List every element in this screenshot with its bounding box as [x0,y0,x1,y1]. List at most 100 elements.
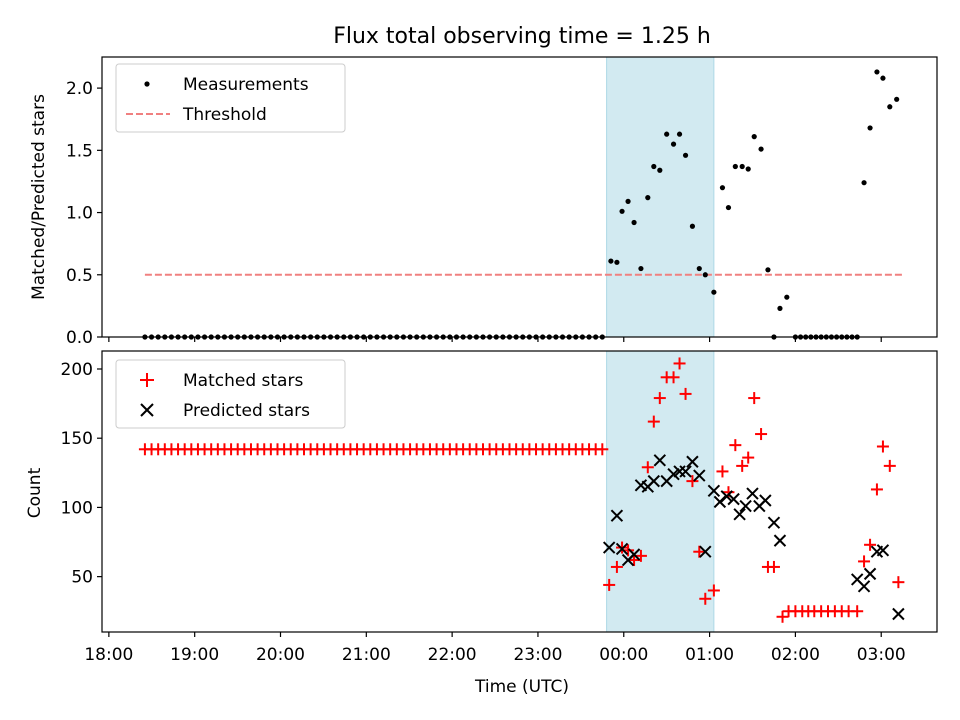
matched-star-point-96 [776,610,789,623]
measurement-point-115 [887,104,893,110]
predicted-star-point-14 [693,469,706,482]
predicted-star-mark-10-b [667,467,680,481]
x-tick-label-8: 02:00 [771,645,820,665]
predicted-star-point-4 [627,548,641,561]
predicted-star-mark-25-b [767,516,781,529]
x-tick-label-6: 00:00 [599,645,648,665]
x-tick-label-5: 23:00 [513,645,562,665]
chart-title: Flux total observing time = 1.25 h [333,24,711,49]
measurement-point-111 [861,180,867,186]
predicted-star-point-0 [602,541,616,554]
bottom-legend: Matched stars Predicted stars [115,359,346,429]
predicted-star-mark-21-b [739,499,752,513]
legend-matched-marker [140,373,154,387]
x-tick-label-3: 21:00 [342,645,391,665]
predicted-star-mark-2-b [615,542,629,556]
measurement-point-112 [867,125,873,131]
predicted-star-point-20 [733,508,746,521]
predicted-star-mark-31-b [876,544,890,557]
predicted-star-point-32 [892,607,905,621]
predicted-star-point-19 [727,492,740,506]
matched-star-point-113 [892,576,905,589]
measurement-point-74 [631,219,637,226]
legend-measurements-label: Measurements [183,75,309,95]
predicted-star-mark-27-b [850,573,864,586]
predicted-star-point-8 [653,454,667,467]
measurement-point-86 [711,289,717,295]
matched-star-point-95 [767,560,780,573]
matched-star-point-75 [634,549,647,562]
legend-measurements-marker [144,81,150,87]
bottom-panel: 50 100 150 200 18:00 19:00 20:00 21:00 22:00 23:0… [61,350,938,665]
predicted-star-mark-12-b [679,465,692,478]
top-y-tick-label-1: 0.5 [66,266,93,286]
predicted-star-point-2 [615,542,629,556]
measurement-point-79 [664,131,670,137]
top-panel: 0.0 0.5 1.0 1.5 2.0 [66,56,938,348]
matched-star-point-74 [628,554,641,567]
bottom-axes-frame [101,350,938,633]
predicted-star-point-13 [686,455,699,468]
matched-star-point-86 [707,584,720,597]
top-y-tick-label-0: 0.0 [66,328,93,348]
predicted-star-point-31 [876,544,890,557]
matched-star-point-108 [858,555,871,568]
predicted-star-mark-32-b [892,607,905,621]
measurement-point-84 [696,265,702,272]
top-y-axis-label: Matched/Predicted stars [29,94,49,300]
measurement-point-77 [651,163,657,170]
matched-star-point-70 [603,578,616,591]
predicted-star-mark-26-b [773,534,787,547]
predicted-star-mark-22-b [746,487,759,500]
predicted-star-mark-4-b [627,548,641,561]
predicted-star-point-12 [679,465,692,478]
matched-star-point-84 [693,545,706,558]
predicted-star-point-10 [667,467,680,481]
x-tick-label-2: 20:00 [256,645,305,665]
measurement-point-93 [758,146,764,152]
matched-star-point-111 [876,440,889,453]
top-observing-span [606,56,715,338]
top-legend: Measurements Threshold [115,63,346,133]
predicted-star-point-25 [767,516,781,529]
predicted-star-mark-16-b [707,484,721,498]
measurement-point-116 [894,96,900,102]
top-legend-box [115,63,346,133]
matched-star-point-107 [851,605,864,618]
predicted-star-mark-1-b [610,509,624,522]
x-tick-label-4: 22:00 [428,645,477,665]
x-tick-label-0: 18:00 [84,645,133,665]
measurement-point-92 [751,134,757,140]
measurement-point-113 [874,69,880,75]
measurement-point-80 [670,141,677,147]
predicted-star-point-24 [759,494,772,507]
matched-star-point-77 [647,415,660,428]
matched-star-point-71 [610,560,623,573]
measurement-point-96 [777,305,783,311]
predicted-star-mark-0-b [602,541,616,554]
measurement-point-82 [682,152,689,158]
top-y-tick-label-3: 1.5 [66,141,93,161]
measurement-point-70 [608,258,614,264]
measurement-point-91 [745,166,751,172]
bottom-y-tick-label-3: 200 [61,360,93,380]
predicted-star-point-28 [857,580,871,593]
predicted-star-point-29 [863,567,877,581]
predicted-star-point-18 [720,490,733,503]
matched-star-point-85 [699,592,712,605]
measurement-point-85 [702,272,708,278]
measurement-point-72 [619,208,625,214]
matched-star-point-90 [736,459,749,472]
bottom-y-tick-label-0: 50 [71,568,93,588]
matched-star-point-110 [870,483,883,496]
x-tick-label-7: 01:00 [685,645,734,665]
predicted-star-mark-8-b [653,454,667,467]
top-y-tick-label-2: 1.0 [66,204,93,224]
predicted-star-mark-24-b [759,494,772,507]
predicted-star-mark-14-b [693,469,706,482]
matched-star-point-81 [673,357,686,370]
x-tick-label-9: 03:00 [857,645,906,665]
predicted-star-mark-29-b [863,567,877,581]
measurement-point-73 [625,198,631,204]
